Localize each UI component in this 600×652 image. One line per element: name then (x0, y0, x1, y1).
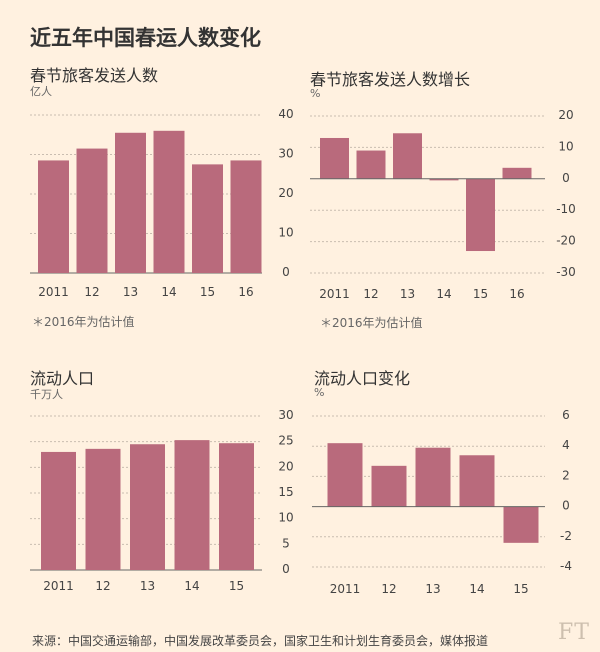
chart-1-x-tick-label: 2011 (38, 285, 69, 299)
chart-3-bar (41, 451, 76, 570)
chart-3-unit: 千万人 (30, 388, 63, 401)
chart-4-x-tick-label: 13 (425, 582, 440, 596)
chart-4-bar (327, 443, 363, 507)
chart-2-bar (393, 133, 422, 179)
chart-2-x-tick-label: 13 (400, 287, 415, 301)
chart-3-x-tick-label: 13 (140, 579, 155, 593)
chart-2-x-tick-label: 16 (509, 287, 524, 301)
chart-1-bar (38, 160, 69, 273)
chart-4-unit: % (314, 386, 325, 399)
chart-4-bar (415, 447, 451, 507)
chart-1-y-tick-label: 40 (278, 107, 293, 121)
chart-3-x-tick-label: 2011 (43, 579, 74, 593)
chart-2-y-tick-label: 0 (562, 171, 570, 185)
chart-3-bar (174, 440, 210, 570)
chart-1-x-tick-label: 12 (84, 285, 99, 299)
chart-3-y-tick-label: 10 (278, 511, 293, 525)
chart-4-y-tick-label: -2 (560, 529, 572, 543)
chart-1-y-tick-label: 20 (278, 186, 293, 200)
chart-2-x-tick-label: 12 (363, 287, 378, 301)
chart-1-bar (230, 160, 262, 273)
chart-1-title: 春节旅客发送人数 (30, 66, 159, 85)
chart-2-unit: % (310, 87, 321, 100)
chart-3-y-tick-label: 20 (278, 459, 293, 473)
chart-1-x-tick-label: 15 (200, 285, 215, 299)
chart-2-note: ＊2016年为估计值 (320, 316, 423, 330)
chart-4-bar (459, 455, 495, 507)
chart-4-x-tick-label: 2011 (330, 582, 361, 596)
chart-1-bar (115, 132, 146, 273)
chart-2-x-tick-label: 15 (473, 287, 488, 301)
chart-1-y-tick-label: 10 (278, 226, 293, 240)
chart-4-x-tick-label: 12 (381, 582, 396, 596)
chart-2-y-tick-label: 10 (558, 139, 573, 153)
chart-4-x-tick-label: 14 (469, 582, 484, 596)
chart-4-y-tick-label: 4 (562, 438, 570, 452)
chart-2-bar (466, 178, 495, 252)
chart-4-y-tick-label: 2 (562, 468, 570, 482)
chart-1-y-tick-label: 30 (278, 147, 293, 161)
chart-3-title: 流动人口 (30, 369, 95, 388)
chart-1-bar (153, 130, 185, 273)
chart-4-x-tick-label: 15 (513, 582, 528, 596)
chart-1-y-tick-label: 0 (282, 265, 290, 279)
page-title: 近五年中国春运人数变化 (30, 26, 261, 50)
chart-2-bar (320, 137, 349, 179)
chart-2-bar (356, 150, 386, 179)
chart-3-bar (85, 448, 121, 570)
chart-4-bar (371, 465, 407, 507)
chart-3-x-tick-label: 12 (95, 579, 110, 593)
chart-4-y-tick-label: 6 (562, 408, 570, 422)
source-footer: 来源：中国交通运输部，中国发展改革委员会，国家卫生和计划生育委员会，媒体报道 (32, 634, 489, 648)
chart-1-unit: 亿人 (30, 85, 52, 98)
chart-3-y-tick-label: 25 (278, 434, 293, 448)
chart-4-y-tick-label: -4 (560, 559, 572, 573)
chart-1-note: ＊2016年为估计值 (32, 315, 135, 329)
chart-1-bar (192, 164, 223, 273)
chart-4-y-tick-label: 0 (562, 499, 570, 513)
chart-2-y-tick-label: -20 (556, 234, 576, 248)
chart-2-title: 春节旅客发送人数增长 (310, 70, 471, 89)
chart-2-bar (502, 167, 532, 179)
chart-3-bar (219, 443, 254, 570)
chart-1-bar (76, 148, 108, 273)
chart-2-bar (429, 178, 459, 181)
chart-2-y-tick-label: 20 (558, 108, 573, 122)
chart-4-bar (503, 506, 539, 543)
chart-3-y-tick-label: 0 (282, 562, 290, 576)
chart-3-y-tick-label: 30 (278, 408, 293, 422)
chart-3-x-tick-label: 15 (229, 579, 244, 593)
chart-3-x-tick-label: 14 (184, 579, 199, 593)
chart-4-title: 流动人口变化 (314, 369, 411, 388)
chart-1-x-tick-label: 13 (123, 285, 138, 299)
chart-3-y-tick-label: 15 (278, 485, 293, 499)
chart-1-x-tick-label: 14 (161, 285, 176, 299)
chart-3-bar (130, 444, 165, 570)
chart-2-y-tick-label: -30 (556, 265, 576, 279)
chart-2-x-tick-label: 14 (436, 287, 451, 301)
ft-logo: FT (558, 620, 590, 645)
chart-3-y-tick-label: 5 (282, 536, 290, 550)
chart-1-x-tick-label: 16 (238, 285, 253, 299)
chart-2-x-tick-label: 2011 (319, 287, 350, 301)
chart-2-y-tick-label: -10 (556, 202, 576, 216)
